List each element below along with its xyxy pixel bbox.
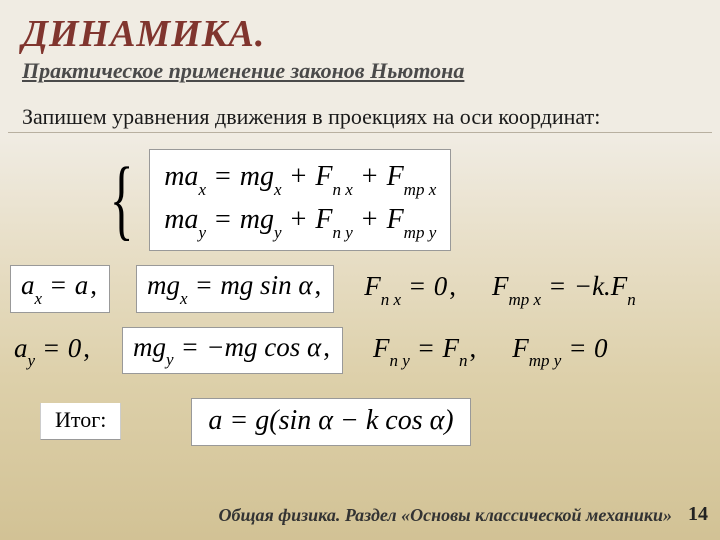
fnx-cell: Fn x = 0, (360, 267, 462, 310)
page-number: 14 (688, 503, 708, 526)
ftrx-cell: Fтр x = −k.Fn (488, 267, 640, 310)
result-row: Итог: a = g(sin α − k cos α) (40, 398, 720, 446)
mgy-cell: mgy = −mg cos α, (122, 327, 343, 374)
mgx-cell: mgx = mg sin α, (136, 265, 334, 312)
system-line-y: may = mgy + Fn y + Fтр y (164, 199, 436, 242)
row-y-components: ay = 0, mgy = −mg cos α, Fn y = Fn, Fтр … (10, 327, 710, 374)
page-title: ДИНАМИКА. (0, 0, 720, 56)
ftry-cell: Fтр y = 0 (508, 329, 611, 372)
page-subtitle: Практическое применение законов Ньютона (0, 56, 720, 84)
ax-cell: ax = a, (10, 265, 110, 312)
result-label: Итог: (40, 403, 121, 440)
ay-cell: ay = 0, (10, 329, 96, 372)
row-x-components: ax = a, mgx = mg sin α, Fn x = 0, Fтр x … (10, 265, 710, 312)
system-line-x: max = mgx + Fn x + Fтр x (164, 156, 436, 199)
fny-cell: Fn y = Fn, (369, 329, 482, 372)
result-equation: a = g(sin α − k cos α) (191, 398, 470, 446)
system-brace: { (110, 155, 134, 245)
intro-text: Запишем уравнения движения в проекциях н… (8, 84, 712, 133)
system-equations: max = mgx + Fn x + Fтр x may = mgy + Fn … (149, 149, 451, 251)
footer-text: Общая физика. Раздел «Основы классическо… (219, 505, 673, 526)
equation-system: { max = mgx + Fn x + Fтр x may = mgy + F… (100, 149, 720, 251)
